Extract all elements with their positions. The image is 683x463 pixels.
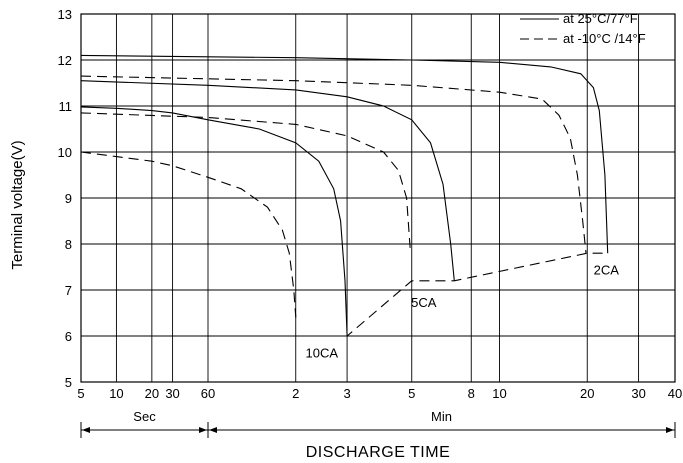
series-10ca-solid <box>80 106 348 337</box>
x-tick-label: 20 <box>145 386 159 401</box>
series-5ca-dashed <box>80 112 412 254</box>
range-arrow-right <box>199 427 207 433</box>
x-axis-label: DISCHARGE TIME <box>306 444 451 461</box>
x-tick-label: 5 <box>408 386 415 401</box>
y-tick-label: 12 <box>58 53 72 68</box>
x-tick-label: 60 <box>201 386 215 401</box>
x-tick-label: 10 <box>109 386 123 401</box>
x-tick-label: 3 <box>343 386 350 401</box>
y-tick-label: 11 <box>59 99 73 114</box>
range-arrow-left <box>82 427 90 433</box>
y-tick-label: 13 <box>58 7 72 22</box>
plot-frame <box>80 13 676 383</box>
range-label: Min <box>431 409 452 424</box>
series-final-voltage-dashed <box>295 252 608 337</box>
y-axis-label: Terminal voltage(V) <box>9 140 26 269</box>
x-tick-label: 40 <box>668 386 682 401</box>
series-group <box>80 54 609 337</box>
range-arrow-left <box>209 427 217 433</box>
legend: at 25°C/77°F at -10°C /14°F <box>520 11 646 46</box>
x-tick-label: 20 <box>580 386 594 401</box>
curve-label: 2CA <box>594 263 620 278</box>
series-10ca-dashed <box>80 151 297 318</box>
series-2ca-dashed <box>80 75 587 254</box>
y-tick-label: 5 <box>65 375 72 390</box>
y-tick-label: 7 <box>65 283 72 298</box>
y-tick-label: 9 <box>65 191 72 206</box>
range-arrow-right <box>666 427 674 433</box>
range-label: Sec <box>133 409 156 424</box>
x-tick-label: 10 <box>492 386 506 401</box>
curve-labels: 2CA 5CA 10CA <box>305 263 619 361</box>
legend-label-minus10c: at -10°C /14°F <box>563 31 646 46</box>
series-5ca-solid <box>80 80 455 281</box>
curve-label: 10CA <box>305 346 338 361</box>
y-tick-label: 8 <box>65 237 72 252</box>
series-2ca-solid <box>80 54 609 254</box>
y-tick-label: 6 <box>65 329 72 344</box>
y-axis-ticks: 5 6 7 8 9 10 11 12 13 <box>58 7 72 390</box>
grid <box>80 13 676 383</box>
x-tick-label: 30 <box>165 386 179 401</box>
y-tick-label: 10 <box>58 145 72 160</box>
x-axis-ticks: 5 10 20 30 60 2 3 5 8 10 20 30 40 <box>77 386 682 401</box>
legend-label-25c: at 25°C/77°F <box>563 11 638 26</box>
time-range-bar: Sec Min <box>80 409 676 438</box>
x-tick-label: 5 <box>77 386 84 401</box>
x-tick-label: 8 <box>468 386 475 401</box>
x-tick-label: 30 <box>631 386 645 401</box>
x-tick-label: 2 <box>292 386 299 401</box>
curve-label: 5CA <box>411 295 437 310</box>
